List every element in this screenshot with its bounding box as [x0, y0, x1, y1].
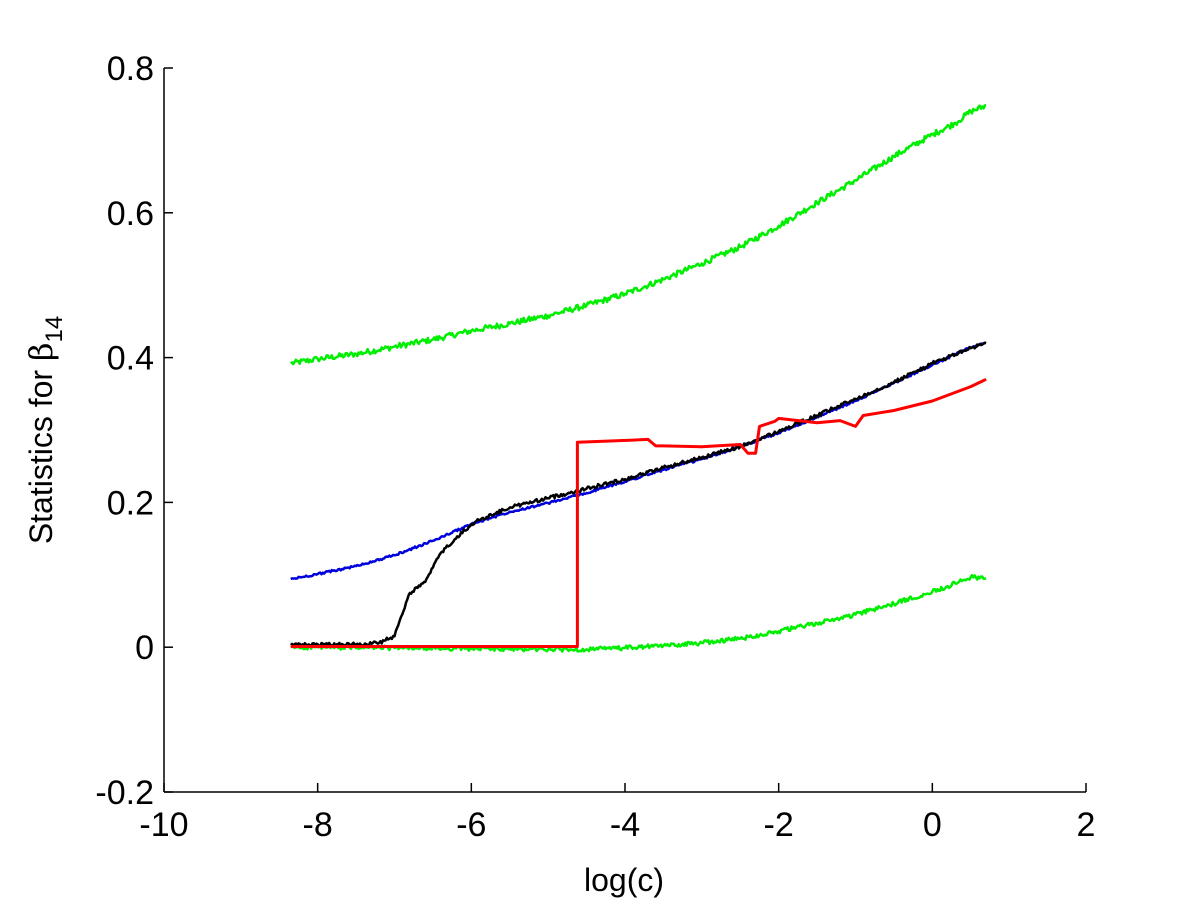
x-tick-label: -6 — [456, 806, 486, 844]
series-line — [289, 104, 987, 366]
y-tick-label: -0.2 — [95, 774, 154, 812]
y-tick-label: 0.6 — [107, 195, 154, 233]
x-tick-label: -10 — [139, 806, 188, 844]
y-tick-label: 0.8 — [107, 50, 154, 88]
y-tick-label: 0 — [135, 629, 154, 667]
axes-layer: -10 -8 -6 -4 -2 0 2 -0.2 0 0.2 0.4 0.6 0.8 — [95, 50, 1095, 844]
y-tick-label: 0.2 — [107, 484, 154, 522]
y-axis-label-subscript: 14 — [41, 316, 68, 343]
x-tick-label: -2 — [764, 806, 794, 844]
x-tick-label: -8 — [303, 806, 333, 844]
y-axis-label: Statistics for β14 — [22, 316, 68, 544]
series-line — [290, 573, 987, 653]
series-line — [290, 377, 987, 648]
x-axis-label: log(c) — [584, 862, 664, 898]
x-tick-label: -4 — [610, 806, 640, 844]
series-layer — [289, 104, 987, 653]
y-axis-label-symbol: β — [22, 343, 60, 362]
y-tick-label: 0.4 — [107, 340, 154, 378]
y-axis-label-text: Statistics for — [23, 361, 59, 544]
x-tick-label: 0 — [923, 806, 942, 844]
x-tick-label: 2 — [1077, 806, 1096, 844]
series-line — [290, 341, 987, 581]
series-line — [290, 341, 987, 648]
